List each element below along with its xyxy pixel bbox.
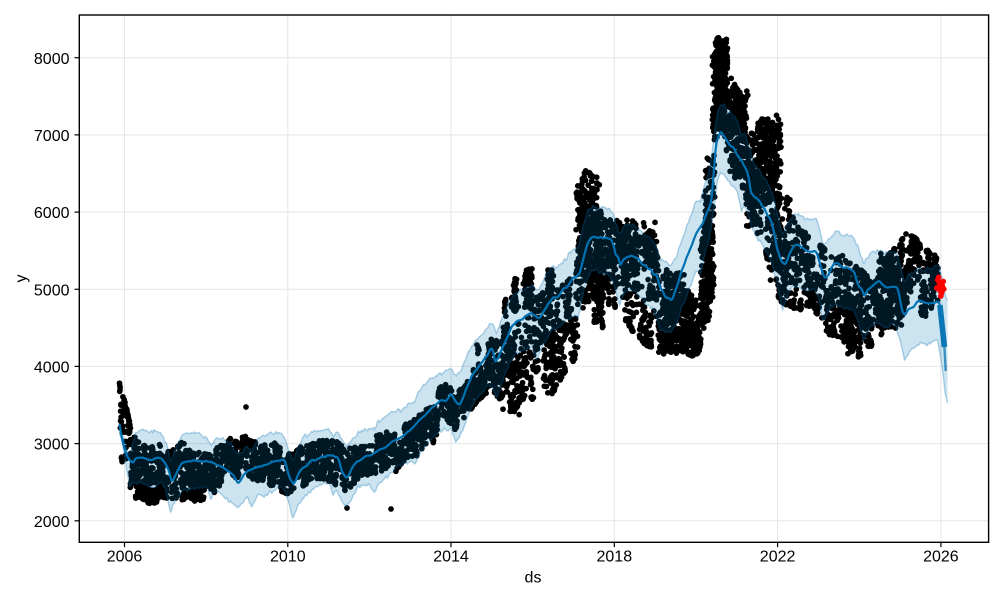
svg-text:2014: 2014 [433,549,469,566]
svg-text:ds: ds [525,569,542,586]
svg-text:8000: 8000 [34,51,70,68]
svg-text:5000: 5000 [34,282,70,299]
svg-text:2018: 2018 [597,549,633,566]
svg-text:2006: 2006 [107,549,143,566]
svg-text:2010: 2010 [270,549,306,566]
svg-text:7000: 7000 [34,128,70,145]
svg-text:y: y [13,275,30,283]
svg-text:3000: 3000 [34,437,70,454]
svg-text:2026: 2026 [923,549,959,566]
svg-text:2000: 2000 [34,514,70,531]
svg-text:4000: 4000 [34,360,70,377]
svg-text:6000: 6000 [34,205,70,222]
svg-text:2022: 2022 [760,549,796,566]
